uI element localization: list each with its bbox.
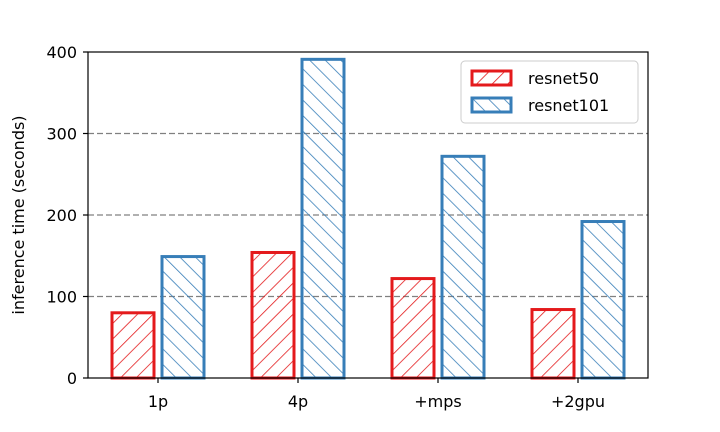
legend-label-resnet101: resnet101 bbox=[528, 96, 609, 115]
bar-resnet101-+mps bbox=[440, 154, 486, 380]
x-tick-label: +mps bbox=[414, 392, 461, 411]
y-tick-label: 400 bbox=[46, 43, 77, 62]
y-tick-label: 100 bbox=[46, 288, 77, 307]
x-tick-label: 1p bbox=[148, 392, 168, 411]
y-tick-label: 200 bbox=[46, 206, 77, 225]
bar-resnet101-4p bbox=[300, 57, 346, 380]
y-tick-label: 0 bbox=[67, 369, 77, 388]
y-axis-ticks: 0 100 200 300 400 bbox=[46, 43, 88, 388]
legend-swatch-resnet101 bbox=[470, 96, 513, 114]
legend-swatch-resnet50 bbox=[470, 69, 513, 87]
x-tick-label: +2gpu bbox=[551, 392, 605, 411]
bar-resnet101-1p bbox=[160, 255, 206, 380]
y-axis-label: inference time (seconds) bbox=[9, 115, 28, 314]
y-tick-label: 300 bbox=[46, 125, 77, 144]
bar-resnet50-+2gpu bbox=[530, 308, 576, 380]
x-axis-ticks: 1p 4p +mps +2gpu bbox=[148, 378, 605, 411]
bar-resnet50-1p bbox=[110, 311, 156, 380]
bar-resnet101-+2gpu bbox=[580, 220, 626, 380]
legend: resnet50 resnet101 bbox=[460, 60, 639, 124]
bar-resnet50-+mps bbox=[390, 277, 436, 380]
legend-label-resnet50: resnet50 bbox=[528, 69, 599, 88]
x-tick-label: 4p bbox=[288, 392, 308, 411]
bars bbox=[110, 57, 626, 380]
bar-resnet50-4p bbox=[250, 250, 296, 380]
